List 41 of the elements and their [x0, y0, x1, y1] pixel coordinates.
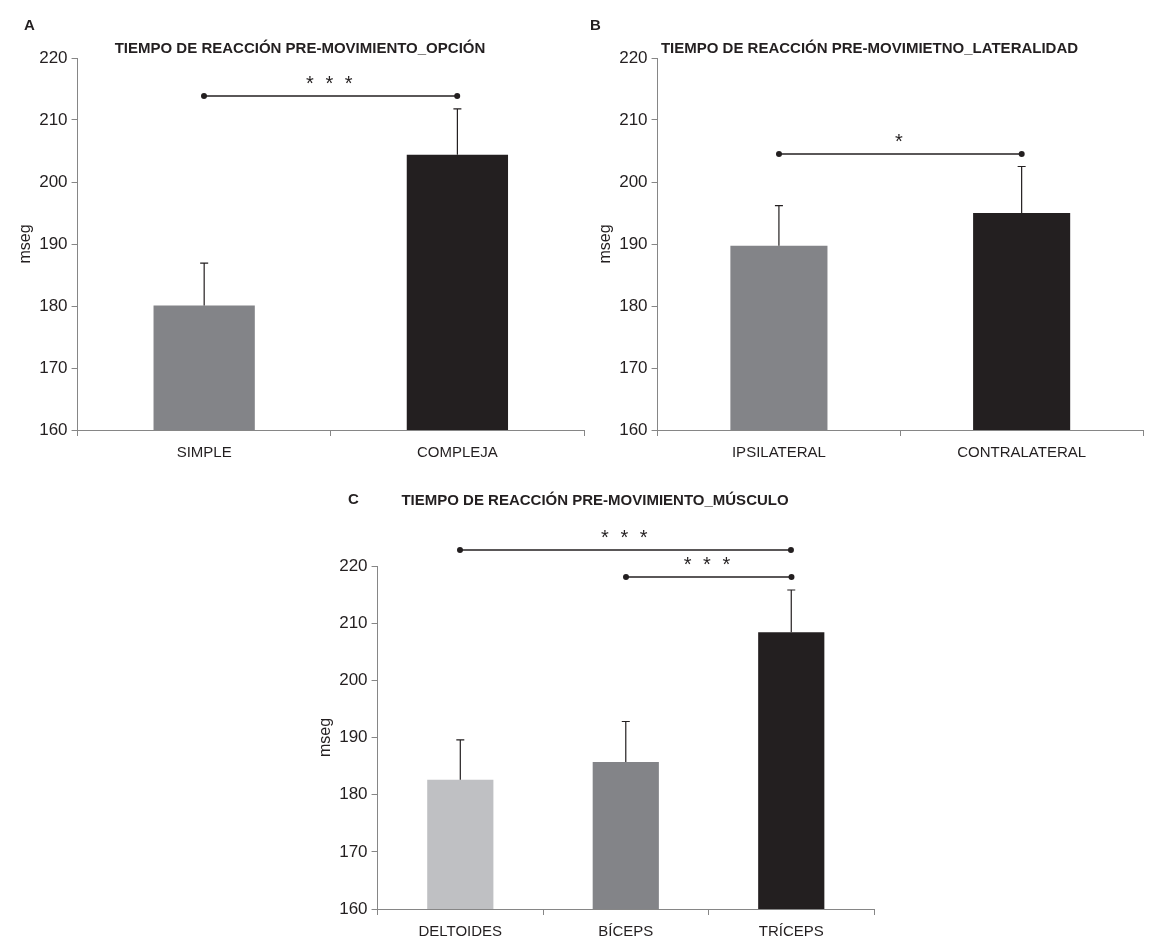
y-tick-label: 210 — [619, 109, 648, 129]
y-tick-label: 160 — [39, 419, 68, 439]
y-tick-label: 190 — [619, 233, 648, 253]
chart-title: TIEMPO DE REACCIÓN PRE-MOVIMIETNO_LATERALIDAD — [660, 39, 1079, 57]
x-tick-label: CONTRALATERAL — [957, 443, 1087, 461]
annotation: * — [893, 129, 907, 153]
y-axis-title: mseg — [596, 224, 614, 264]
y-tick-label: 220 — [619, 47, 648, 67]
y-tick-label: 160 — [339, 898, 368, 918]
y-tick-label: 190 — [39, 233, 68, 253]
y-tick-label: 220 — [39, 47, 68, 67]
y-tick-label: 160 — [619, 419, 648, 439]
text: * * * — [600, 526, 652, 549]
y-tick-label: 170 — [39, 357, 68, 377]
y-axis-title: mseg — [16, 224, 34, 264]
x-tick-label: COMPLEJA — [416, 443, 498, 461]
y-tick-label: 210 — [39, 109, 68, 129]
y-tick-label: 190 — [339, 727, 368, 747]
y-tick-label: 170 — [619, 357, 648, 377]
x-tick-label: IPSILATERAL — [731, 443, 826, 461]
y-tick-label: 180 — [39, 295, 68, 315]
text: B — [590, 16, 601, 33]
x-tick-label: SIMPLE — [176, 443, 232, 461]
annotation: * * * — [305, 71, 357, 95]
chart-title: TIEMPO DE REACCIÓN PRE-MOVIMIENTO_MÚSCULO — [401, 491, 789, 509]
x-tick-label: DELTOIDES — [418, 922, 503, 940]
text: C — [348, 490, 359, 507]
y-tick-label: 180 — [339, 784, 368, 804]
chart-title: TIEMPO DE REACCIÓN PRE-MOVIMIENTO_OPCIÓN — [114, 39, 486, 57]
y-tick-label: 200 — [39, 171, 68, 191]
y-tick-label: 220 — [339, 555, 368, 575]
annotation: * * * — [682, 553, 735, 576]
y-tick-label: 200 — [619, 171, 648, 191]
y-tick-label: 180 — [619, 295, 648, 315]
y-tick-label: 200 — [339, 670, 368, 690]
x-tick-label: TRÍCEPS — [758, 922, 824, 940]
x-tick-label: BÍCEPS — [598, 922, 654, 940]
y-axis-title: mseg — [316, 717, 334, 758]
text: A — [24, 16, 35, 33]
y-tick-label: 210 — [339, 612, 368, 632]
y-tick-label: 170 — [339, 841, 368, 861]
